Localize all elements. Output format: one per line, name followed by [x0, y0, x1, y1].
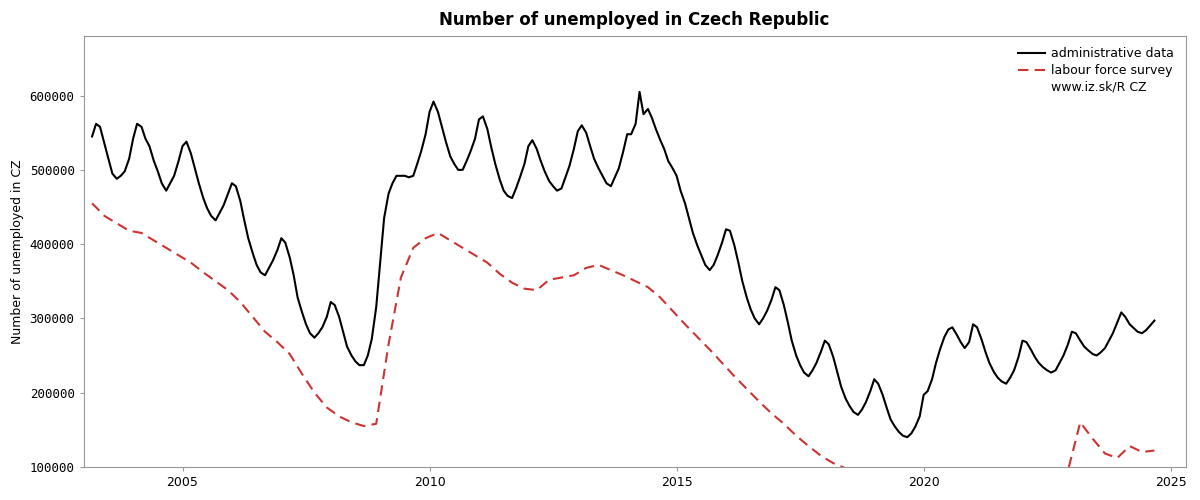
Title: Number of unemployed in Czech Republic: Number of unemployed in Czech Republic [439, 11, 829, 29]
Y-axis label: Number of unemployed in CZ: Number of unemployed in CZ [11, 159, 24, 344]
Legend: administrative data, labour force survey, www.iz.sk/R CZ: administrative data, labour force survey… [1013, 42, 1180, 99]
